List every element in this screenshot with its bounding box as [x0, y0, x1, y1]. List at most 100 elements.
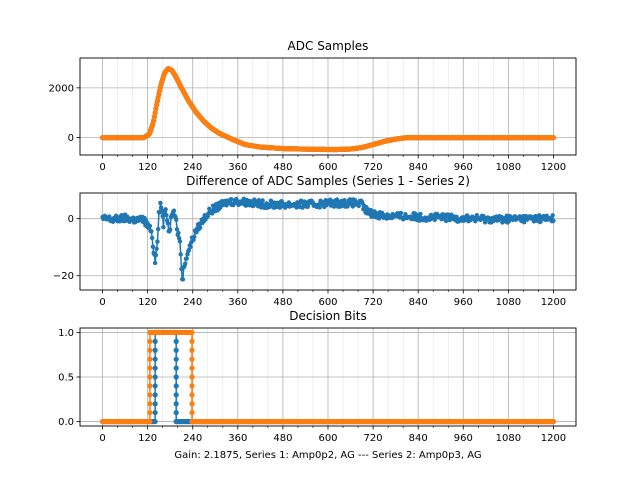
x-tick-label: 360	[228, 162, 247, 173]
data-point	[173, 347, 179, 353]
x-tick-label: 720	[364, 162, 383, 173]
data-point	[152, 374, 158, 380]
data-point	[189, 347, 195, 353]
data-point	[177, 239, 183, 244]
y-tick-label: 2000	[49, 83, 74, 94]
x-tick-label: 1200	[541, 297, 566, 308]
data-point	[173, 365, 179, 371]
x-tick-label: 240	[183, 297, 202, 308]
data-point	[165, 221, 171, 226]
data-point	[164, 213, 169, 218]
x-tick-label: 0	[99, 297, 105, 308]
x-tick-label: 1080	[496, 433, 521, 444]
x-tick-label: 120	[138, 162, 157, 173]
panel-decision-bits: 0 120 240 360 480 600 720 840 960 1080 1200 0.0 0.5…	[58, 309, 577, 461]
data-point	[189, 392, 195, 398]
data-point	[147, 347, 153, 353]
x-tick-label: 1200	[541, 162, 566, 173]
data-point	[352, 198, 358, 203]
data-point	[189, 365, 195, 371]
data-point	[189, 401, 195, 407]
data-point	[443, 218, 449, 224]
data-point	[184, 256, 189, 261]
data-point	[173, 374, 179, 380]
data-point	[368, 207, 374, 213]
data-point	[189, 374, 195, 380]
data-point	[180, 277, 186, 282]
data-point	[152, 260, 158, 266]
data-point	[189, 338, 195, 344]
data-point	[158, 200, 163, 206]
data-point	[192, 234, 197, 240]
data-point	[155, 239, 160, 244]
data-point	[189, 329, 195, 336]
panel-title: Decision Bits	[289, 309, 366, 323]
x-tick-label: 480	[273, 433, 292, 444]
series-2	[99, 329, 557, 425]
data-point	[152, 338, 158, 344]
data-point	[147, 418, 153, 425]
data-point	[154, 246, 159, 252]
x-tick-label: 240	[183, 433, 202, 444]
panel-title: Difference of ADC Samples (Series 1 - Se…	[186, 174, 470, 188]
data-point	[147, 329, 153, 336]
data-point	[147, 410, 153, 416]
data-point	[210, 211, 215, 216]
panel-adc-samples: 0 120 240 360 480 600 720 840 960 1080 1200 02000 …	[49, 39, 577, 173]
series-2	[99, 66, 557, 153]
data-point	[147, 374, 153, 380]
data-point	[260, 198, 265, 203]
data-point	[176, 230, 181, 236]
x-tick-label: 480	[273, 162, 292, 173]
data-point	[454, 214, 459, 219]
data-point	[107, 214, 112, 219]
y-tick-label: 0	[68, 133, 74, 144]
x-tick-label: 840	[409, 162, 428, 173]
data-point	[151, 114, 157, 120]
x-tick-label: 840	[409, 433, 428, 444]
data-point	[147, 401, 153, 407]
data-point	[152, 383, 158, 389]
data-point	[432, 217, 437, 223]
data-point	[173, 410, 179, 416]
data-point	[418, 211, 423, 217]
x-tick-label: 480	[273, 297, 292, 308]
data-point	[228, 197, 234, 202]
panel-title: ADC Samples	[288, 39, 369, 53]
data-point	[149, 229, 154, 234]
data-point	[173, 356, 179, 362]
data-point	[152, 410, 158, 416]
data-point	[153, 252, 159, 258]
data-point	[189, 410, 195, 416]
x-tick-label: 600	[318, 162, 337, 173]
data-point	[149, 235, 155, 241]
data-point	[163, 207, 168, 212]
data-point	[536, 213, 542, 218]
data-point	[334, 197, 340, 202]
data-point	[152, 356, 158, 362]
data-point	[473, 219, 478, 224]
series-1	[100, 196, 556, 282]
panel-difference: 0 120 240 360 480 600 720 840 960 1080 1200 0 −20 D…	[53, 174, 577, 308]
x-tick-label: 1080	[496, 297, 521, 308]
x-tick-label: 840	[409, 297, 428, 308]
data-point	[147, 383, 153, 389]
data-point	[550, 213, 555, 218]
y-tick-label: 0	[68, 214, 74, 225]
data-point	[234, 196, 239, 202]
data-point	[173, 392, 179, 398]
data-point	[173, 401, 179, 407]
x-axis-label: Gain: 2.1875, Series 1: Amp0p2, AG --- S…	[174, 450, 481, 461]
data-point	[317, 205, 322, 210]
y-tick-label: 0.0	[58, 417, 74, 428]
data-point	[189, 418, 195, 425]
data-point	[161, 225, 166, 230]
data-point	[189, 383, 195, 389]
x-tick-label: 960	[454, 433, 473, 444]
x-tick-label: 720	[364, 297, 383, 308]
data-point	[167, 227, 173, 232]
data-point	[173, 418, 179, 425]
data-point	[178, 252, 183, 257]
x-tick-label: 0	[99, 433, 105, 444]
